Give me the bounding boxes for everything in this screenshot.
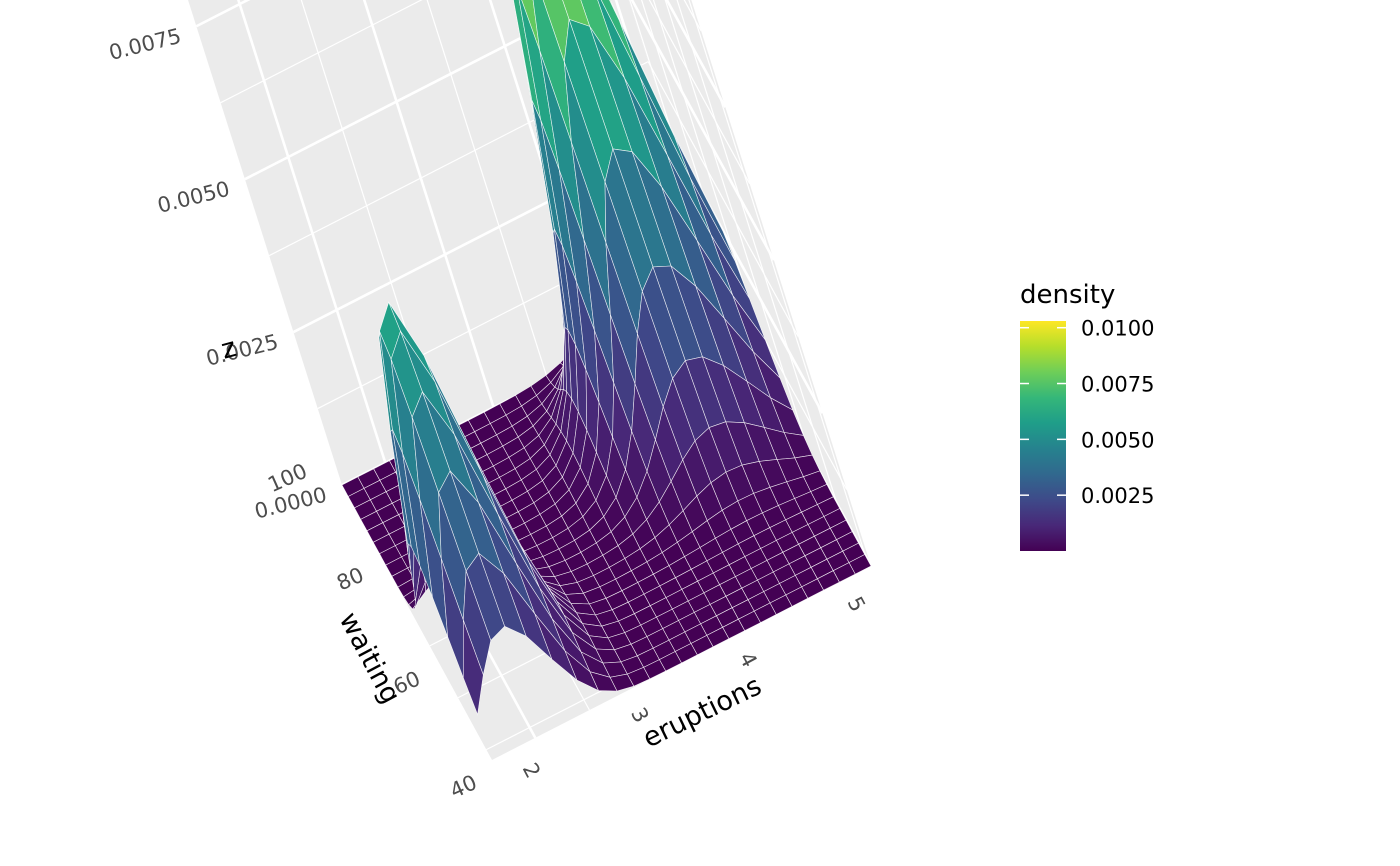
y-axis-title: waiting [333,607,407,708]
wall-grid-z [630,0,776,261]
density-surface [341,0,872,716]
z-tick-label: 0.0025 [204,330,281,371]
x-tick-label: 4 [734,648,761,671]
wall-grid-y [664,0,810,453]
legend-title: density [1020,280,1115,310]
y-tick-label: 80 [333,563,367,596]
legend-colorbar [1020,321,1066,551]
legend-ticks: 0.0025 0.0050 0.0075 0.0100 [1020,317,1154,508]
wall-grid-z [648,0,751,185]
right-wall-panel [628,0,871,566]
legend-label: 0.0050 [1081,428,1154,452]
x-axis-title: eruptions [638,670,766,754]
wall-grid-y [688,0,866,556]
z-tick-label: 0.0075 [107,24,184,65]
wall-grid-x [237,0,387,464]
legend-label: 0.0025 [1081,484,1154,508]
x-tick-label: 2 [518,759,545,782]
legend: density 0.0025 0.0050 0.0075 0.0100 [1020,280,1154,551]
legend-label: 0.0100 [1081,317,1154,341]
wall-grid-z [220,0,423,104]
wall-grid-z [665,0,727,108]
wall-grid-z [647,61,799,337]
wall-grid-y [676,0,838,504]
legend-label: 0.0075 [1081,373,1154,397]
x-tick-label: 5 [843,593,870,616]
z-tick-label: 0.0050 [155,177,232,218]
wall-grid-x [362,0,495,408]
wall-grid-x [426,0,549,380]
surface-facet [462,619,484,716]
y-tick-label: 40 [446,770,480,803]
